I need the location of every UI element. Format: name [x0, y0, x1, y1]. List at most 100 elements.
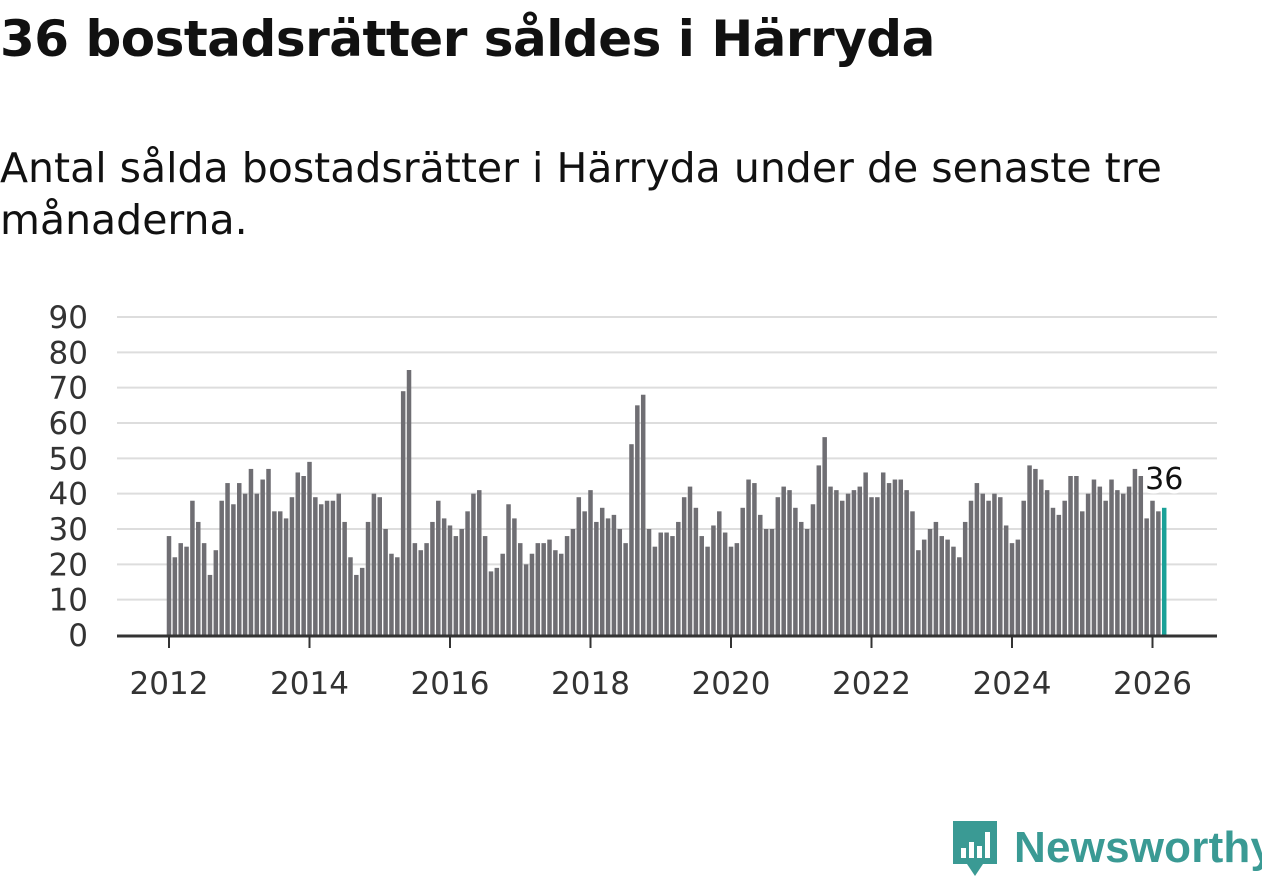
- bar: [336, 493, 342, 635]
- bar: [664, 532, 669, 635]
- bar: [541, 543, 546, 635]
- bar: [359, 567, 365, 635]
- x-tick-label: 2018: [551, 666, 630, 702]
- bar: [436, 500, 441, 635]
- bar: [172, 557, 178, 635]
- bar: [196, 521, 201, 635]
- bar: [980, 493, 985, 635]
- bar: [342, 521, 347, 635]
- bar: [400, 391, 406, 635]
- bar: [494, 567, 500, 635]
- bar: [512, 518, 517, 635]
- bar: [816, 465, 822, 635]
- x-tick-label: 2022: [832, 666, 911, 702]
- bar: [412, 543, 418, 635]
- bar: [799, 521, 804, 635]
- y-tick-label: 70: [49, 371, 88, 407]
- bar: [1068, 476, 1073, 635]
- bar: [968, 500, 974, 635]
- bar: [851, 490, 857, 635]
- x-tick-label: 2012: [130, 666, 209, 702]
- bar: [477, 490, 482, 635]
- bar: [570, 529, 576, 635]
- highlight-value-label: 36: [1145, 462, 1183, 497]
- bar: [916, 550, 921, 635]
- y-tick-label: 20: [49, 547, 88, 583]
- bar: [488, 571, 494, 635]
- bar: [763, 529, 769, 635]
- chart-title: 36 bostadsrätter såldes i Härryda: [0, 10, 935, 68]
- bar: [219, 500, 224, 635]
- bar: [1074, 476, 1079, 635]
- bar: [998, 497, 1003, 635]
- bar: [927, 529, 933, 635]
- bar: [617, 529, 623, 635]
- newsworthy-logo-icon: [953, 821, 997, 876]
- bar: [576, 497, 582, 635]
- bar: [529, 553, 535, 635]
- bar: [547, 539, 552, 635]
- bar: [178, 543, 183, 635]
- bar: [787, 490, 792, 635]
- bar: [705, 546, 710, 635]
- bar: [752, 483, 757, 635]
- bar: [395, 557, 400, 635]
- bar: [1062, 500, 1067, 635]
- bar: [1027, 465, 1032, 635]
- bar: [646, 529, 652, 635]
- bar: [1033, 468, 1038, 635]
- bar: [1056, 514, 1062, 635]
- bar: [260, 479, 265, 635]
- bar: [518, 543, 523, 635]
- bar: [945, 539, 950, 635]
- bar: [190, 500, 195, 635]
- bar: [213, 550, 219, 635]
- bar: [652, 546, 658, 635]
- bar: [207, 574, 213, 635]
- bar: [898, 479, 904, 635]
- bar: [558, 553, 564, 635]
- bar: [863, 472, 868, 635]
- bar: [500, 553, 505, 635]
- bar: [1156, 511, 1161, 635]
- bar: [1138, 476, 1144, 635]
- bar: [225, 483, 230, 635]
- bar: [1003, 525, 1009, 635]
- bar: [957, 557, 962, 635]
- bar: [406, 370, 412, 635]
- bar: [822, 437, 827, 635]
- bar: [424, 543, 429, 635]
- bar: [318, 504, 324, 635]
- bar: [389, 553, 394, 635]
- bar: [330, 500, 336, 635]
- y-tick-label: 60: [49, 406, 88, 442]
- bar: [599, 507, 605, 635]
- bar: [635, 405, 640, 635]
- bar: [875, 497, 880, 635]
- y-tick-label: 30: [49, 512, 88, 548]
- highlight-annotation: 36: [1141, 458, 1187, 501]
- bar: [242, 493, 248, 635]
- bar: [523, 564, 529, 635]
- bar: [383, 529, 388, 635]
- bar: [1115, 490, 1120, 635]
- y-tick-label: 80: [49, 335, 88, 371]
- bar: [1080, 511, 1085, 635]
- bar: [166, 536, 172, 635]
- bar: [447, 525, 453, 635]
- bar: [886, 483, 892, 635]
- bar: [418, 550, 423, 635]
- bar: [307, 461, 312, 635]
- bar: [371, 493, 377, 635]
- bar: [845, 493, 851, 635]
- bar: [857, 486, 863, 635]
- bar: [184, 546, 189, 635]
- bar: [453, 536, 459, 635]
- x-tick-label: 2016: [411, 666, 490, 702]
- bar: [471, 493, 476, 635]
- bar: [681, 497, 687, 635]
- bar: [266, 468, 271, 635]
- bar: [974, 483, 980, 635]
- bar: [728, 546, 734, 635]
